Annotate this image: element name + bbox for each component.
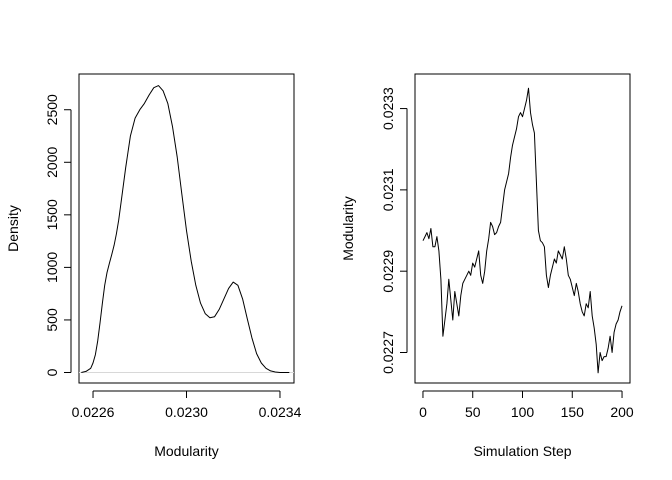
x-tick-label: 0.0234 [259, 404, 302, 420]
x-tick-label: 200 [610, 404, 634, 420]
trace-panel: 0 50 100 150 200 0.0227 0.0229 0.0231 0.0233 Simu… [340, 73, 634, 459]
x-tick-label: 0.0226 [72, 404, 115, 420]
y-tick-label: 0.0227 [380, 331, 396, 374]
x-tick-label: 50 [465, 404, 481, 420]
plot-frame [414, 73, 631, 384]
y-tick-label: 0.0229 [380, 250, 396, 293]
y-tick-label: 0.0233 [380, 87, 396, 130]
y-tick-label: 0.0231 [380, 168, 396, 211]
series-line [81, 85, 290, 373]
y-axis-title: Modularity [340, 196, 356, 261]
x-axis-title: Modularity [154, 443, 219, 459]
x-tick-label: 0.0230 [165, 404, 208, 420]
y-tick-label: 0 [44, 368, 60, 376]
plot-frame [78, 73, 295, 384]
y-tick-label: 1000 [44, 252, 60, 283]
y-tick-label: 2500 [44, 94, 60, 125]
y-tick-label: 1500 [44, 199, 60, 230]
x-axis-title: Simulation Step [473, 443, 571, 459]
y-tick-label: 500 [44, 308, 60, 332]
x-tick-label: 150 [561, 404, 585, 420]
y-axis-title: Density [5, 205, 21, 252]
y-tick-label: 2000 [44, 147, 60, 178]
density-panel: 0.0226 0.0230 0.0234 0 500 1000 1500 2000 2500 Mo… [5, 73, 302, 459]
series-line [422, 87, 623, 374]
x-tick-label: 100 [511, 404, 535, 420]
x-tick-label: 0 [419, 404, 427, 420]
